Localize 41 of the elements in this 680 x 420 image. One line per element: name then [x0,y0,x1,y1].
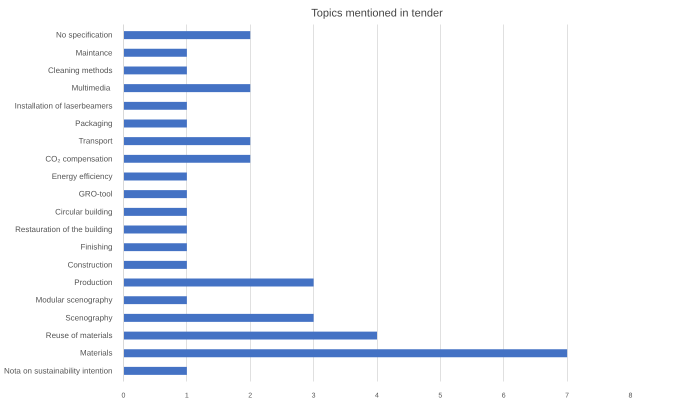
y-tick-label: Transport [78,136,114,146]
y-tick-label: Nota on sustainability intention [4,366,113,376]
y-tick-label: Multimedia [72,84,111,93]
bar [124,208,187,216]
bar [124,278,314,287]
bar [124,154,250,163]
bar [124,48,187,57]
bar [124,137,250,146]
bar [124,102,187,110]
bar [124,84,250,92]
y-tick-label: Cleaning methods [48,66,112,75]
bar [124,226,187,234]
bar [124,31,250,40]
y-tick-label: Materials [80,348,112,358]
bar [124,190,187,198]
bar [124,366,187,375]
y-tick-label: Installation of laserbeamers [14,101,112,110]
bar [124,243,187,252]
y-tick-label: Modular scenography [36,296,113,305]
bar [124,314,314,322]
bar [124,260,187,269]
y-tick-label: Restauration of the building [15,225,113,234]
y-tick-label: Finishing [80,242,112,252]
bar [124,172,187,180]
y-tick-label: Maintance [76,48,114,58]
y-tick-label: Production [74,278,113,288]
y-tick-label: GRO-tool [78,190,113,199]
y-tick-label: Circular building [55,207,112,216]
y-tick-label: CO₂ compensation [45,154,113,164]
y-tick-label: Construction [68,260,113,270]
bar [124,349,568,358]
bar [124,66,187,74]
bar [124,332,377,340]
bar [124,119,187,128]
bar [124,296,187,304]
y-tick-label: Energy efficiency [52,172,113,181]
y-tick-label: No specification [56,30,113,40]
y-tick-label: Packaging [75,118,112,128]
y-tick-label: Scenography [65,313,113,322]
y-tick-label: Reuse of materials [46,331,113,340]
chart-title: Topics mentioned in tender [311,8,444,20]
